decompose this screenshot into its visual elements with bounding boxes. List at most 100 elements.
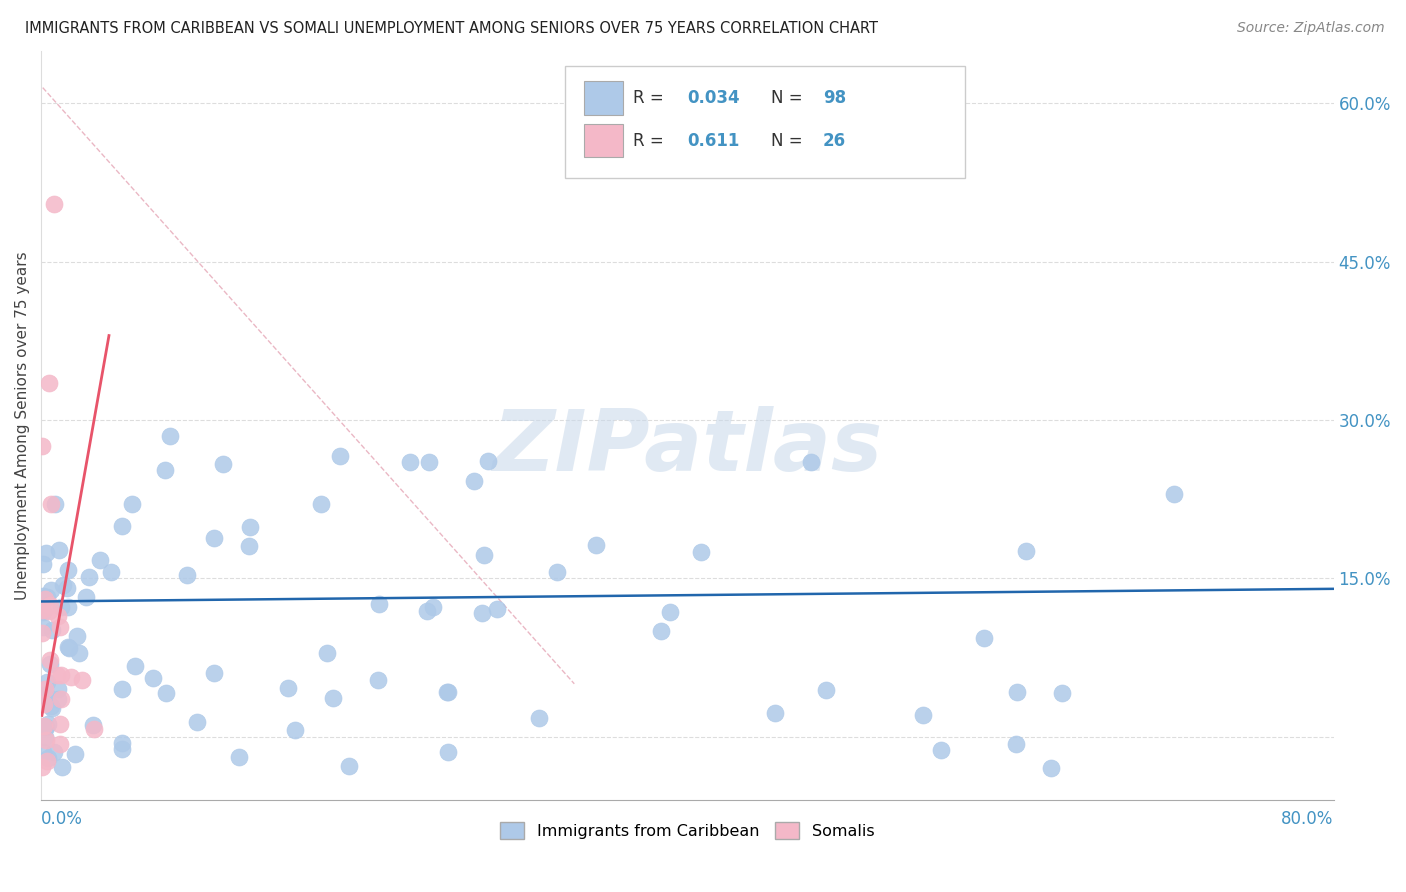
Point <box>31 439 53 453</box>
Point <box>176 568 198 582</box>
Point <box>155 463 177 477</box>
Point <box>31 626 53 640</box>
Point <box>46 682 69 697</box>
Point <box>159 429 181 443</box>
Text: N =: N = <box>772 89 808 107</box>
Point <box>48 542 70 557</box>
Point <box>63 747 86 761</box>
Point <box>46 692 69 706</box>
Point <box>284 723 307 738</box>
Point <box>66 629 89 643</box>
Point <box>546 565 568 579</box>
Point <box>58 599 80 614</box>
Point <box>34 689 56 703</box>
Point <box>316 646 339 660</box>
Point <box>100 565 122 579</box>
Point <box>37 717 59 731</box>
Point <box>472 549 495 563</box>
Point <box>38 604 60 618</box>
Text: 26: 26 <box>823 132 846 150</box>
Point <box>368 597 391 611</box>
Point <box>49 737 72 751</box>
FancyBboxPatch shape <box>565 66 966 178</box>
Text: R =: R = <box>633 89 669 107</box>
Point <box>49 716 72 731</box>
Point <box>35 732 58 747</box>
Point <box>911 708 934 723</box>
Point <box>437 745 460 759</box>
Point <box>38 376 60 390</box>
Point <box>31 557 53 571</box>
Point <box>35 689 58 703</box>
Point <box>39 583 62 598</box>
Point <box>477 453 499 467</box>
Point <box>49 620 72 634</box>
Point <box>35 754 58 768</box>
Point <box>51 760 73 774</box>
Point <box>89 553 111 567</box>
Point <box>763 706 786 721</box>
Point <box>124 659 146 673</box>
Point <box>1050 686 1073 700</box>
Y-axis label: Unemployment Among Seniors over 75 years: Unemployment Among Seniors over 75 years <box>15 251 30 599</box>
Text: 80.0%: 80.0% <box>1281 811 1334 829</box>
Point <box>418 455 440 469</box>
Point <box>44 497 66 511</box>
Text: 0.0%: 0.0% <box>41 811 83 829</box>
Point <box>202 665 225 680</box>
Point <box>39 497 62 511</box>
Point <box>77 570 100 584</box>
Point <box>35 720 58 734</box>
Text: IMMIGRANTS FROM CARIBBEAN VS SOMALI UNEMPLOYMENT AMONG SENIORS OVER 75 YEARS COR: IMMIGRANTS FROM CARIBBEAN VS SOMALI UNEM… <box>25 21 879 36</box>
Point <box>239 520 262 534</box>
Point <box>41 623 63 637</box>
Point <box>111 681 134 696</box>
Point <box>82 718 104 732</box>
Point <box>75 590 97 604</box>
Point <box>83 722 105 736</box>
Point <box>121 497 143 511</box>
Point <box>31 605 53 619</box>
Point <box>56 640 79 654</box>
Point <box>690 544 713 558</box>
Point <box>142 671 165 685</box>
Point <box>34 592 56 607</box>
Point <box>72 673 94 687</box>
Point <box>1015 543 1038 558</box>
Point <box>37 751 59 765</box>
Point <box>399 455 422 469</box>
Text: R =: R = <box>633 132 669 150</box>
Point <box>67 646 90 660</box>
Point <box>35 591 58 605</box>
Point <box>228 749 250 764</box>
Text: Source: ZipAtlas.com: Source: ZipAtlas.com <box>1237 21 1385 35</box>
Point <box>311 497 333 511</box>
Point <box>155 686 177 700</box>
Point <box>1005 685 1028 699</box>
Point <box>1040 761 1063 775</box>
Point <box>35 546 58 560</box>
Point <box>60 670 83 684</box>
Point <box>202 531 225 545</box>
Point <box>31 590 53 604</box>
Point <box>32 718 55 732</box>
Point <box>42 196 65 211</box>
Point <box>929 743 952 757</box>
Point <box>585 538 607 552</box>
Point <box>35 675 58 690</box>
Point <box>32 698 55 712</box>
Point <box>111 741 134 756</box>
Point <box>41 701 63 715</box>
Point <box>463 474 485 488</box>
Text: 0.611: 0.611 <box>688 132 740 150</box>
Text: 98: 98 <box>823 89 846 107</box>
Point <box>973 631 995 645</box>
Point <box>367 673 389 687</box>
Point <box>186 715 208 730</box>
Point <box>38 657 60 671</box>
Point <box>32 745 55 759</box>
Point <box>436 685 458 699</box>
Point <box>659 605 682 619</box>
Point <box>56 563 79 577</box>
Point <box>1163 487 1185 501</box>
